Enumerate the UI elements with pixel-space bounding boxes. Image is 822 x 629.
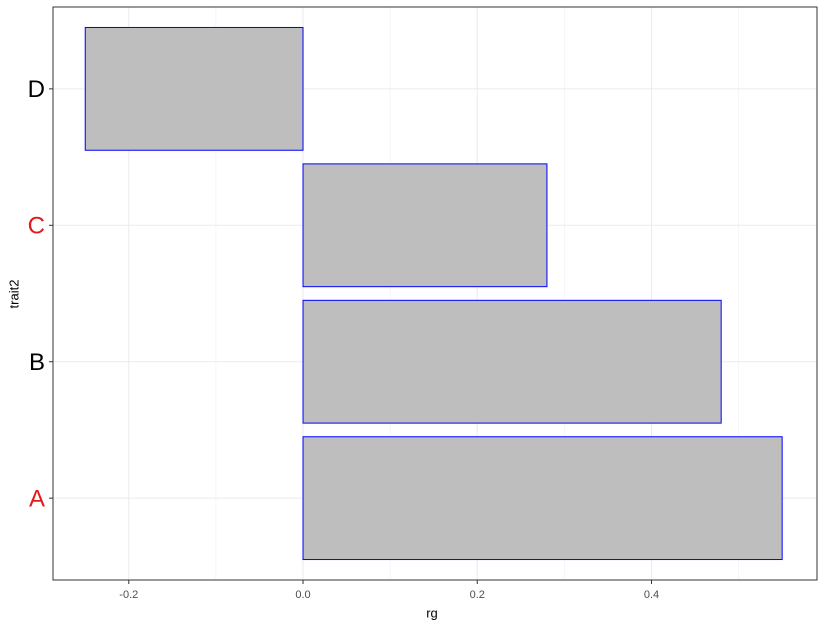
x-tick-label: 0.0	[295, 589, 310, 601]
y-tick-label: A	[29, 485, 45, 512]
x-axis-title: rg	[426, 605, 438, 620]
y-tick-label: B	[29, 349, 45, 376]
y-axis-title: trait2	[6, 280, 21, 309]
bar	[302, 163, 548, 288]
x-tick-label: 0.2	[470, 589, 485, 601]
x-tick-label: 0.4	[644, 589, 659, 601]
bar	[84, 26, 304, 151]
y-tick-label: C	[28, 213, 45, 240]
x-tick-label: -0.2	[119, 589, 138, 601]
bar	[302, 436, 783, 561]
y-tick-label: D	[28, 76, 45, 103]
panel-border	[52, 6, 818, 581]
bar	[302, 299, 722, 424]
